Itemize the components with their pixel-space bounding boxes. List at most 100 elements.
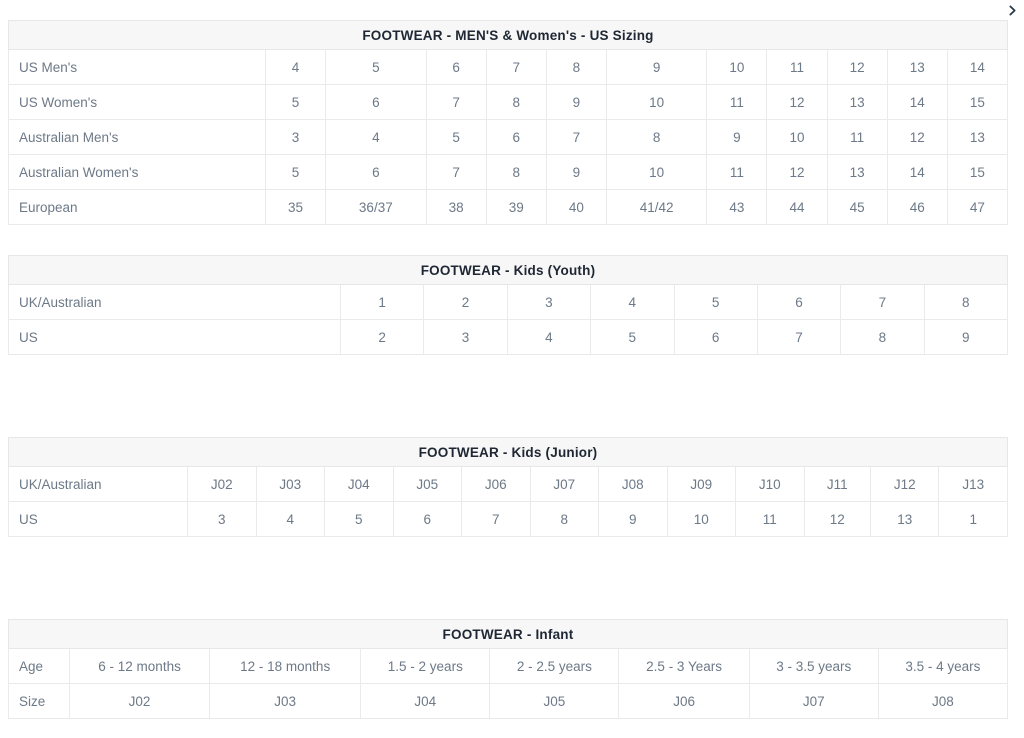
size-table-kids-junior: FOOTWEAR - Kids (Junior) UK/Australian J02… xyxy=(8,437,1008,537)
size-cell: 2 xyxy=(339,319,425,355)
size-cell: 43 xyxy=(706,189,768,225)
size-cell: 38 xyxy=(425,189,487,225)
size-cell: 9 xyxy=(706,119,768,155)
size-cell: 15 xyxy=(946,154,1009,190)
size-cell: 5 xyxy=(264,84,327,120)
table-title-row: FOOTWEAR - MEN'S & Women's - US Sizing xyxy=(8,20,1008,50)
size-cell: 14 xyxy=(886,84,948,120)
size-cell: 3.5 - 4 years xyxy=(877,648,1009,684)
size-table-kids-youth: FOOTWEAR - Kids (Youth) UK/Australian 1 2 3 4… xyxy=(8,255,1009,355)
size-cell: 12 xyxy=(766,154,828,190)
size-cell: 5 xyxy=(264,154,327,190)
table-row: US Women's 5 6 7 8 9 10 11 12 13 14 15 xyxy=(8,84,1009,120)
size-cell: 13 xyxy=(869,501,940,537)
size-cell: 9 xyxy=(545,84,607,120)
size-cell: J04 xyxy=(360,683,491,719)
size-cell: J13 xyxy=(938,466,1008,502)
size-cell: 44 xyxy=(766,189,828,225)
size-cell: 4 xyxy=(325,119,427,155)
size-cell: 13 xyxy=(886,49,948,85)
size-cell: J06 xyxy=(618,683,750,719)
size-cell: 6 xyxy=(485,119,547,155)
size-cell: 8 xyxy=(545,49,607,85)
size-cell: 13 xyxy=(946,119,1009,155)
size-cell: 5 xyxy=(324,501,394,537)
size-cell: 13 xyxy=(826,154,888,190)
size-cell: J02 xyxy=(187,466,257,502)
size-cell: 15 xyxy=(946,84,1009,120)
size-cell: 46 xyxy=(886,189,948,225)
size-cell: 8 xyxy=(605,119,708,155)
table-row: US Men's 4 5 6 7 8 9 10 11 12 13 14 xyxy=(8,49,1009,85)
row-label: Australian Women's xyxy=(8,154,266,190)
size-cell: 4 xyxy=(590,284,675,320)
size-cell: 11 xyxy=(735,501,805,537)
size-cell: J03 xyxy=(209,683,362,719)
size-cell: J10 xyxy=(735,466,805,502)
size-cell: 6 xyxy=(756,284,842,320)
table-title: FOOTWEAR - MEN'S & Women's - US Sizing xyxy=(8,20,1008,50)
row-label: US xyxy=(8,501,188,537)
table-row: European 35 36/37 38 39 40 41/42 43 44 45 46 47 xyxy=(8,189,1009,225)
size-cell: J11 xyxy=(803,466,871,502)
size-cell: 12 xyxy=(886,119,948,155)
table-title-row: FOOTWEAR - Kids (Junior) xyxy=(8,437,1008,467)
table-row: Australian Women's 5 6 7 8 9 10 11 12 13 14 15 xyxy=(8,154,1009,190)
size-cell: 2.5 - 3 Years xyxy=(618,648,750,684)
size-cell: 4 xyxy=(506,319,592,355)
size-cell: 5 xyxy=(673,284,758,320)
table-title: FOOTWEAR - Kids (Youth) xyxy=(8,255,1008,285)
size-cell: 7 xyxy=(756,319,842,355)
size-cell: J08 xyxy=(877,683,1009,719)
size-cell: 9 xyxy=(545,154,607,190)
size-cell: 10 xyxy=(706,49,768,85)
size-cell: 4 xyxy=(255,501,325,537)
size-cell: 6 xyxy=(325,84,427,120)
table-row: UK/Australian 1 2 3 4 5 6 7 8 xyxy=(8,284,1009,320)
size-charts-container: FOOTWEAR - MEN'S & Women's - US Sizing US… xyxy=(8,20,1009,719)
size-cell: 36/37 xyxy=(325,189,427,225)
table-row: Size J02 J03 J04 J05 J06 J07 J08 xyxy=(8,683,1009,719)
table-title-row: FOOTWEAR - Infant xyxy=(8,619,1008,649)
size-cell: 3 xyxy=(423,319,508,355)
size-cell: J06 xyxy=(461,466,531,502)
size-cell: 10 xyxy=(605,154,708,190)
size-cell: 6 xyxy=(392,501,462,537)
size-cell: 41/42 xyxy=(605,189,708,225)
size-cell: 9 xyxy=(923,319,1009,355)
size-cell: 40 xyxy=(545,189,607,225)
size-cell: 11 xyxy=(826,119,888,155)
row-label: Australian Men's xyxy=(8,119,266,155)
chevron-right-glyph xyxy=(1008,5,1016,15)
row-label: Age xyxy=(8,648,70,684)
size-cell: 35 xyxy=(264,189,327,225)
row-label: US Women's xyxy=(8,84,266,120)
table-row: US 3 4 5 6 7 8 9 10 11 12 13 1 xyxy=(8,501,1008,537)
size-table-infant: FOOTWEAR - Infant Age 6 - 12 months 12 - 18… xyxy=(8,619,1009,719)
size-cell: 3 - 3.5 years xyxy=(748,648,879,684)
size-cell: 3 xyxy=(264,119,327,155)
table-row: Age 6 - 12 months 12 - 18 months 1.5 - 2 ye… xyxy=(8,648,1009,684)
table-row: US 2 3 4 5 6 7 8 9 xyxy=(8,319,1009,355)
table-title: FOOTWEAR - Infant xyxy=(8,619,1008,649)
size-cell: 7 xyxy=(485,49,547,85)
size-cell: 5 xyxy=(325,49,427,85)
row-label: European xyxy=(8,189,266,225)
table-title: FOOTWEAR - Kids (Junior) xyxy=(8,437,1008,467)
size-cell: 1 xyxy=(938,501,1008,537)
size-cell: 4 xyxy=(264,49,327,85)
size-cell: J05 xyxy=(489,683,620,719)
size-cell: 9 xyxy=(598,501,668,537)
size-cell: 6 - 12 months xyxy=(68,648,211,684)
size-cell: J09 xyxy=(666,466,736,502)
size-cell: 2 xyxy=(423,284,508,320)
size-cell: 13 xyxy=(826,84,888,120)
size-cell: 6 xyxy=(425,49,487,85)
size-table-mens-womens-us-sizing: FOOTWEAR - MEN'S & Women's - US Sizing US… xyxy=(8,20,1009,225)
size-cell: 6 xyxy=(325,154,427,190)
chevron-right-icon[interactable] xyxy=(1002,0,1022,20)
size-cell: 12 xyxy=(826,49,888,85)
row-label: UK/Australian xyxy=(8,466,188,502)
size-cell: 5 xyxy=(590,319,675,355)
row-label: US xyxy=(8,319,341,355)
